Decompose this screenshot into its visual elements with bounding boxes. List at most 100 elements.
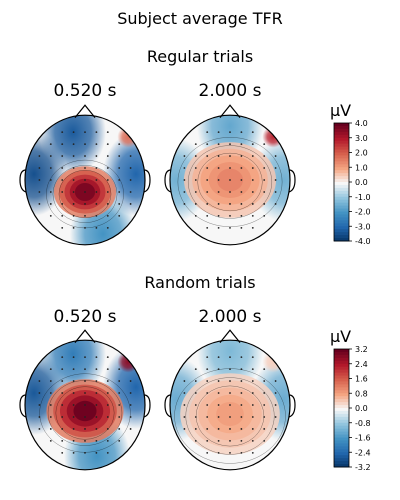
sensor-dot (206, 380, 209, 382)
sensor-dot (106, 203, 109, 205)
colorbar-tick-label: -2.0 (355, 208, 371, 217)
sensor-dot (72, 440, 75, 442)
sensor-dot (95, 416, 98, 418)
colorbar-segment (334, 220, 349, 224)
colorbar-segment (334, 431, 349, 436)
sensor-dot (206, 416, 209, 418)
colorbar-segment (334, 208, 349, 212)
sensor-dot (240, 428, 243, 430)
sensor-dot (129, 191, 132, 193)
sensor-dot (217, 167, 220, 169)
sensor-dot (72, 143, 75, 145)
sensor-dot (84, 167, 86, 169)
sensor-dot (263, 416, 266, 418)
sensor-dot (274, 416, 277, 418)
nose-outline (74, 104, 96, 118)
contour-line (177, 137, 283, 227)
colorbar-segment (334, 369, 349, 374)
colorbar-segment (334, 143, 349, 148)
sensor-dot (183, 179, 186, 181)
sensor-dot (194, 404, 197, 406)
sensor-dot (274, 428, 277, 430)
sensor-dot (217, 143, 220, 145)
topomap-time-label: 0.520 s (54, 307, 117, 327)
topomap-random-2000 (164, 329, 296, 471)
sensor-dot (118, 416, 121, 418)
sensor-dot (183, 416, 186, 418)
sensor-dot (263, 215, 266, 217)
sensor-dot (61, 226, 64, 229)
sensor-dot (84, 392, 86, 394)
sensor-dot (72, 179, 75, 181)
colorbar-tick-label: 4.0 (355, 119, 368, 128)
sensor-dot (251, 392, 254, 394)
sensor-dot (95, 404, 98, 406)
sensor-dot (206, 131, 209, 134)
sensor-dot (95, 155, 98, 157)
sensor-dot (217, 356, 220, 359)
colorbar-segment (334, 464, 349, 468)
left-ear (19, 394, 27, 418)
sensor-dot (240, 191, 243, 193)
sensor-dot (61, 451, 64, 454)
colorbar-segment (334, 164, 349, 168)
sensor-dot (206, 203, 209, 205)
sensor-dot (84, 155, 86, 157)
sensor-dot (38, 203, 41, 205)
sensor-dot (118, 143, 121, 145)
sensor-dot (251, 440, 254, 442)
contour-line (58, 169, 112, 219)
colorbar-segment (334, 214, 349, 218)
sensor-dot (49, 215, 52, 217)
sensor-dot (84, 451, 86, 454)
sensor-dot (95, 440, 98, 442)
sensor-dot (84, 191, 86, 193)
right-ear (288, 394, 296, 418)
colorbar-segment (334, 390, 349, 394)
sensor-dot (49, 167, 52, 169)
sensor-dot (129, 167, 132, 169)
colorbar-segment (334, 149, 349, 153)
sensor-dot (38, 380, 41, 382)
sensor-dot (251, 155, 254, 157)
sensor-dot (84, 428, 86, 430)
sensor-dot (106, 404, 109, 406)
colorbar-segment (334, 137, 349, 142)
positive-contour (216, 402, 244, 426)
sensor-dot (251, 203, 254, 205)
sensor-dot (61, 167, 64, 169)
colorbar-segment (334, 152, 349, 156)
sensor-dot (118, 428, 121, 430)
sensor-dot (217, 131, 220, 134)
positive-contour (73, 400, 97, 422)
sensor-dot (84, 368, 86, 370)
sensor-dot (72, 155, 75, 157)
sensor-dot (61, 392, 64, 394)
sensor-dot (217, 203, 220, 205)
group-subtitle: Regular trials (147, 47, 253, 66)
sensor-dot (95, 451, 98, 454)
colorbar-segment (334, 387, 349, 391)
colorbar-tick-label: -3.2 (355, 463, 371, 472)
head-outline (169, 339, 291, 471)
contour-line (187, 145, 273, 219)
sensor-dot (274, 203, 277, 205)
sensor-dot (106, 155, 109, 157)
sensor-dot (106, 368, 109, 370)
figure-title: Subject average TFR (117, 9, 283, 28)
sensor-dot (251, 143, 254, 145)
contour-line (55, 386, 115, 440)
sensor-dot (49, 143, 52, 145)
sensor-dot (129, 392, 132, 394)
sensor-dot (72, 368, 75, 370)
colorbar-segment (334, 229, 349, 233)
sensor-dot (206, 392, 209, 394)
sensor-dot (217, 155, 220, 157)
sensor-dot (229, 226, 231, 229)
sensor-dot (72, 131, 75, 134)
sensor-dot (106, 226, 109, 229)
sensor-dot (106, 143, 109, 145)
sensor-dot (263, 392, 266, 394)
colorbar-segment (334, 440, 349, 444)
sensor-dot (274, 404, 277, 406)
